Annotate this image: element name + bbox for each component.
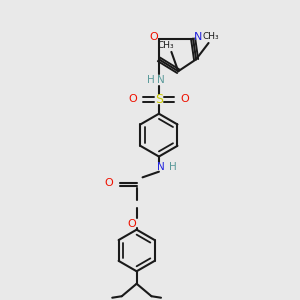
Text: N: N [194,32,202,42]
Text: H: H [147,75,154,85]
Text: O: O [105,178,113,188]
Text: CH₃: CH₃ [202,32,219,41]
Text: O: O [128,94,137,104]
Text: O: O [149,32,158,42]
Text: O: O [127,219,136,229]
Text: N: N [158,75,165,85]
Text: N: N [158,162,165,172]
Text: O: O [181,94,189,104]
Text: H: H [169,162,177,172]
Text: CH₃: CH₃ [157,40,174,50]
Text: S: S [155,93,163,106]
